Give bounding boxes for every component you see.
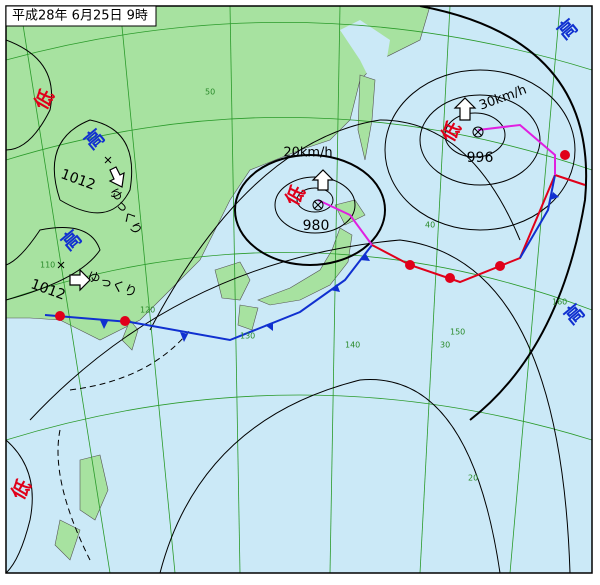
taiwan xyxy=(121,319,139,351)
grid-label: 120 xyxy=(140,306,155,315)
philippines xyxy=(54,454,109,561)
frame xyxy=(5,5,593,574)
grid-label: 140 xyxy=(345,341,360,350)
isobar-label: 996 xyxy=(467,150,494,166)
warm-front-east xyxy=(554,174,586,186)
map-body xyxy=(6,6,592,573)
kyushu xyxy=(237,304,259,331)
grid-label: 150 xyxy=(450,328,465,337)
grid-label: 30 xyxy=(440,341,450,350)
stationary-front xyxy=(371,174,556,284)
graticule xyxy=(6,6,592,573)
cold-front-east xyxy=(519,174,556,259)
grid-label: 40 xyxy=(425,221,435,230)
sakhalin xyxy=(357,74,376,161)
front-semicircles xyxy=(55,150,570,326)
cold-front xyxy=(44,244,373,342)
grid-label: 160 xyxy=(552,298,567,307)
isobar-label: 980 xyxy=(303,218,330,234)
title: 平成28年 6月25日 9時 xyxy=(12,9,148,24)
isobars xyxy=(6,6,588,573)
grid-label: 20 xyxy=(468,474,478,483)
movement-arrows xyxy=(69,97,477,292)
hokkaido xyxy=(334,199,366,226)
grid-label: 130 xyxy=(240,332,255,341)
title-box xyxy=(5,5,157,27)
centers xyxy=(57,126,484,269)
front-triangles xyxy=(100,192,559,342)
grid-label: 50 xyxy=(205,88,215,97)
movement-label: 20km/h xyxy=(283,146,332,161)
sea-of-okhotsk xyxy=(340,20,390,80)
grid-label: 110 xyxy=(40,261,55,270)
korea xyxy=(214,261,251,301)
occluded-front xyxy=(317,123,556,246)
